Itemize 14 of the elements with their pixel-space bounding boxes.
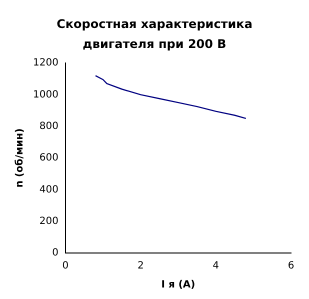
- y-tick-label: 400: [39, 184, 58, 196]
- y-tick-label: 0: [52, 248, 58, 259]
- x-axis-title: I я (А): [161, 280, 196, 291]
- x-tick-label: 4: [212, 260, 220, 272]
- y-axis-title: n (об/мин): [14, 128, 26, 188]
- y-tick-label: 200: [39, 216, 58, 227]
- x-tick-label: 0: [62, 260, 69, 272]
- y-tick-label: 1000: [32, 89, 58, 100]
- y-tick-label: 600: [39, 152, 58, 164]
- x-tick-label: 2: [137, 260, 144, 272]
- chart-title: Скоростная характеристика двигателя при 200 В: [56, 16, 254, 53]
- x-tick-label: 6: [288, 260, 294, 272]
- y-tick-label: 1200: [32, 58, 58, 69]
- y-tick-label: 800: [39, 120, 58, 132]
